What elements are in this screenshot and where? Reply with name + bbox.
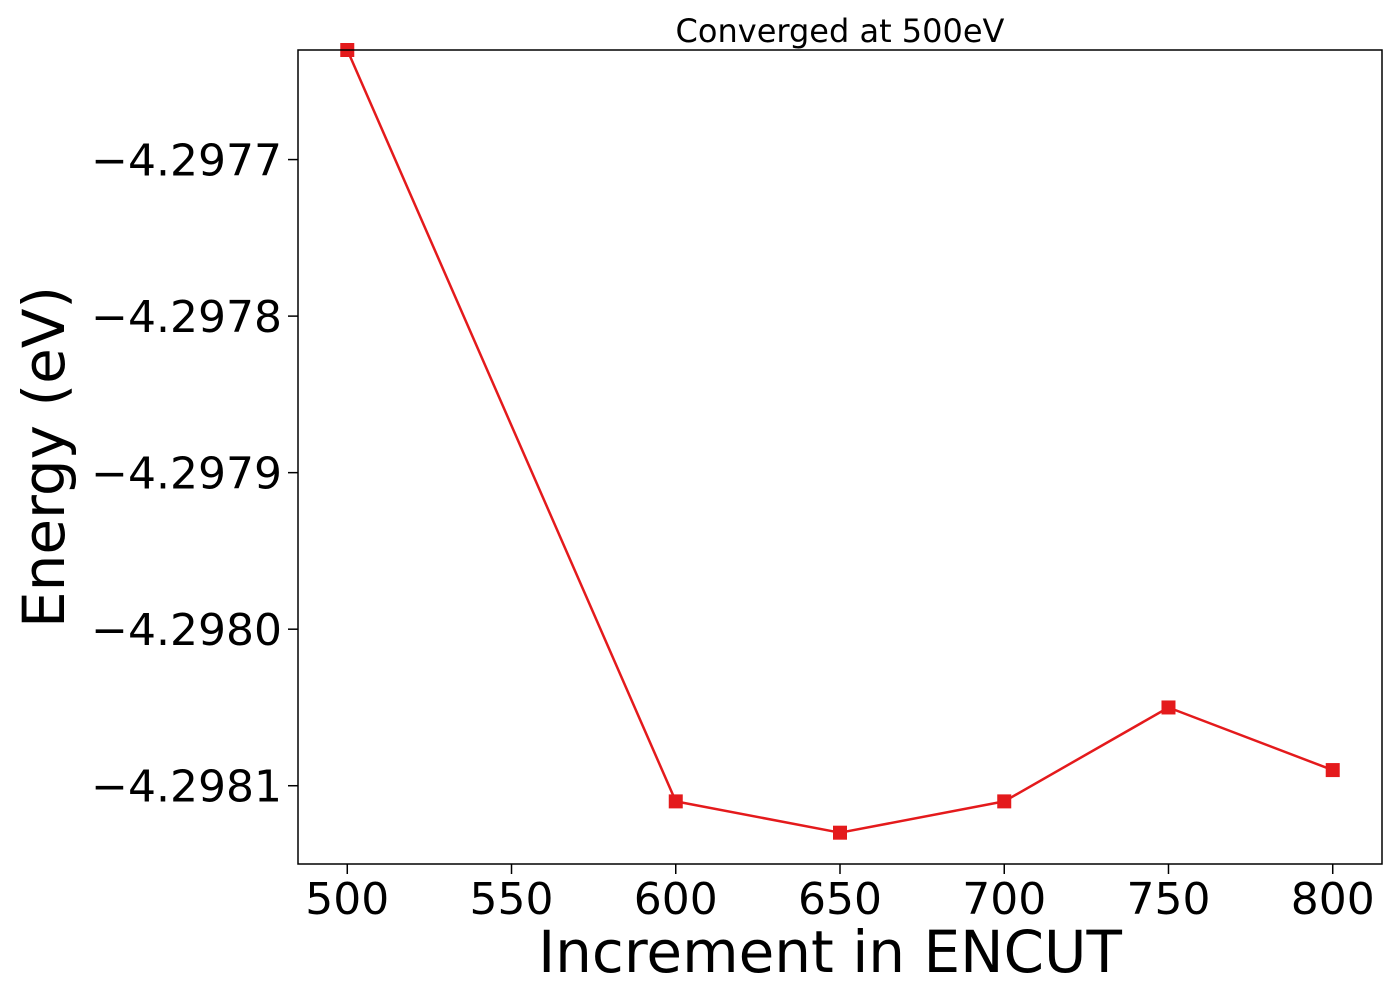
x-tick-label: 750 bbox=[1126, 874, 1210, 925]
x-tick-label: 700 bbox=[962, 874, 1046, 925]
x-tick-label: 550 bbox=[470, 874, 554, 925]
x-tick-label: 600 bbox=[634, 874, 718, 925]
y-axis-label: Energy (eV) bbox=[10, 286, 78, 628]
x-axis-label: Increment in ENCUT bbox=[538, 918, 1122, 986]
plot-frame bbox=[297, 49, 1383, 865]
y-tick-label: −4.2981 bbox=[91, 762, 282, 813]
series-line bbox=[346, 49, 1334, 834]
data-point bbox=[997, 794, 1012, 809]
data-point bbox=[668, 794, 683, 809]
y-tick-label: −4.2977 bbox=[91, 136, 282, 187]
data-point bbox=[1161, 700, 1176, 715]
y-tick-label: −4.2980 bbox=[91, 605, 282, 656]
plot-area: 500 550 600 650 700 750 800 −4.2977 −4.2978 −4.29… bbox=[91, 43, 1375, 925]
y-tick-label: −4.2978 bbox=[91, 292, 282, 343]
data-point bbox=[833, 825, 847, 840]
x-tick-label: 800 bbox=[1291, 874, 1375, 925]
x-tick-label: 500 bbox=[305, 874, 389, 925]
data-point bbox=[1325, 763, 1340, 778]
x-tick-label: 650 bbox=[798, 874, 882, 925]
y-tick-label: −4.2979 bbox=[91, 449, 282, 500]
chart-title: Converged at 500eV bbox=[676, 12, 1005, 50]
